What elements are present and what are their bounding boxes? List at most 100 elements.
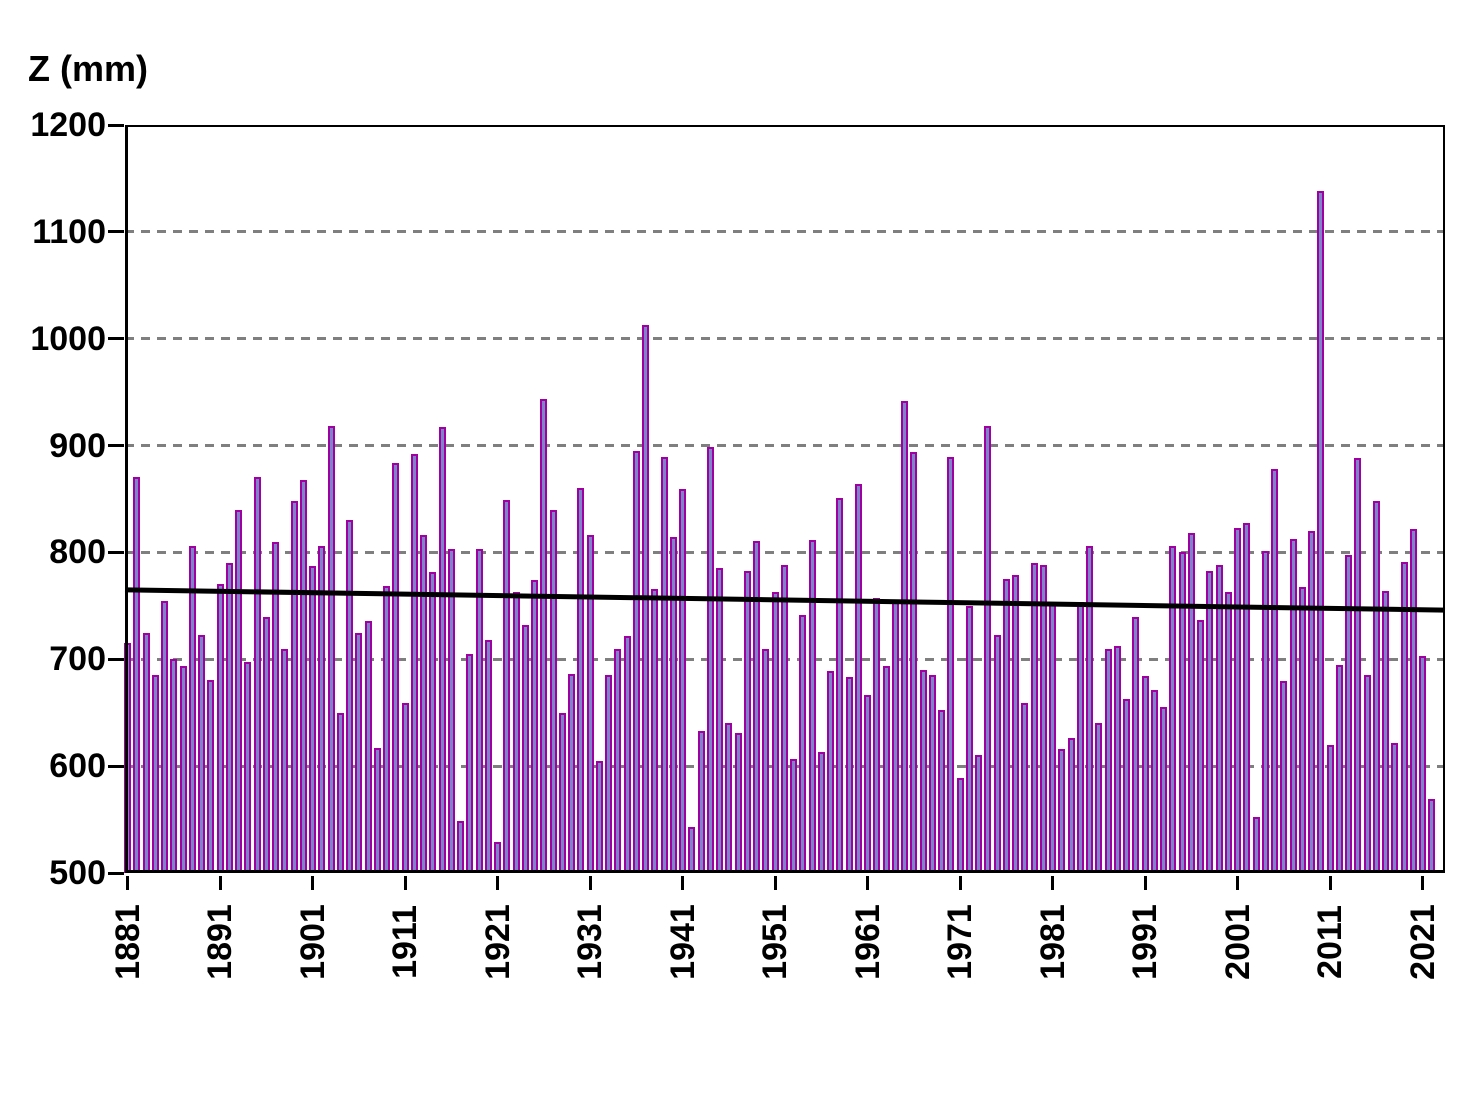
gridline-1000 — [125, 337, 1445, 341]
x-tick-label-1931: 1931 — [571, 904, 609, 980]
trend-line — [124, 587, 1446, 613]
x-tick-label-1981: 1981 — [1033, 904, 1072, 980]
y-tick-label-600: 600 — [49, 747, 106, 786]
bar-1918 — [466, 653, 474, 873]
bar-1902 — [318, 546, 326, 873]
bar-1944 — [706, 446, 714, 873]
bar-1989 — [1123, 698, 1130, 873]
bar-1943 — [697, 730, 705, 873]
bar-2022 — [1428, 799, 1436, 873]
bar-1908 — [373, 747, 381, 873]
x-tick-label-1901: 1901 — [293, 904, 332, 980]
bar-1994 — [1169, 546, 1177, 873]
x-tick-1911 — [403, 876, 407, 890]
y-tick-label-1200: 1200 — [30, 106, 106, 144]
y-tick-800 — [108, 550, 124, 554]
bar-1933 — [605, 675, 612, 873]
bar-1940 — [669, 537, 677, 873]
bar-1894 — [244, 662, 252, 873]
bar-1911 — [401, 703, 409, 873]
x-tick-label-1971: 1971 — [941, 904, 979, 980]
x-tick-label-2021: 2021 — [1403, 904, 1442, 980]
bar-1909 — [383, 585, 390, 873]
bar-1899 — [290, 501, 298, 873]
bar-2007 — [1289, 538, 1297, 873]
bar-1932 — [595, 760, 603, 873]
bar-2017 — [1382, 590, 1389, 873]
y-tick-1000 — [108, 337, 124, 341]
bar-1907 — [364, 620, 372, 873]
bar-1972 — [965, 605, 973, 873]
bar-1927 — [549, 509, 557, 873]
y-tick-600 — [108, 764, 124, 768]
bar-1896 — [262, 616, 270, 873]
bar-1983 — [1067, 738, 1075, 873]
bar-2020 — [1409, 528, 1417, 873]
bar-1898 — [281, 648, 289, 873]
bar-1965 — [901, 400, 908, 873]
x-tick-1961 — [866, 876, 869, 890]
y-tick-label-1000: 1000 — [30, 319, 106, 358]
bar-1895 — [253, 476, 261, 873]
y-tick-500 — [108, 871, 124, 875]
bar-1892 — [225, 563, 233, 873]
bar-2010 — [1317, 191, 1325, 873]
bar-1938 — [651, 588, 659, 873]
bar-1921 — [494, 842, 501, 873]
bar-1982 — [1058, 749, 1066, 873]
bar-1993 — [1160, 707, 1167, 873]
bar-1953 — [790, 758, 797, 873]
bar-2002 — [1243, 522, 1251, 873]
x-tick-label-2011: 2011 — [1311, 905, 1349, 979]
y-tick-label-1100: 1100 — [32, 212, 106, 251]
bar-1947 — [734, 733, 742, 873]
bar-2019 — [1400, 562, 1408, 873]
bar-1939 — [660, 457, 668, 873]
x-tick-1881 — [126, 876, 129, 890]
bar-1882 — [133, 476, 141, 873]
bar-1923 — [512, 591, 520, 873]
bar-1903 — [327, 426, 335, 873]
y-tick-700 — [108, 657, 124, 661]
x-tick-label-1961: 1961 — [848, 904, 887, 980]
x-tick-1901 — [311, 876, 314, 890]
bar-1919 — [475, 549, 483, 873]
bar-1990 — [1132, 616, 1140, 873]
bar-1998 — [1206, 570, 1214, 873]
bar-1934 — [614, 648, 622, 873]
bar-1973 — [975, 755, 982, 873]
bar-1889 — [198, 634, 205, 873]
bar-1925 — [531, 580, 538, 873]
bar-1888 — [188, 546, 196, 873]
bar-2016 — [1372, 501, 1380, 873]
bar-1948 — [743, 570, 751, 873]
bar-1913 — [420, 535, 427, 873]
y-tick-900 — [108, 444, 124, 448]
bar-1936 — [632, 450, 640, 873]
bar-1887 — [179, 665, 187, 873]
bar-1969 — [938, 709, 945, 873]
bar-1897 — [272, 541, 279, 873]
bar-1928 — [558, 712, 566, 873]
bar-1974 — [984, 426, 992, 873]
bar-1997 — [1197, 619, 1204, 873]
bar-1901 — [309, 566, 316, 873]
x-tick-label-1911: 1911 — [386, 905, 424, 979]
bar-2001 — [1234, 527, 1241, 873]
bar-1926 — [540, 398, 548, 873]
bar-1955 — [808, 539, 816, 873]
x-tick-label-1921: 1921 — [478, 904, 517, 980]
bar-1957 — [827, 671, 834, 873]
bar-2000 — [1224, 591, 1232, 873]
bar-1912 — [410, 454, 418, 873]
gridline-800 — [125, 550, 1445, 554]
bar-1916 — [447, 549, 455, 873]
bar-1978 — [1021, 703, 1029, 873]
x-tick-label-1881: 1881 — [108, 904, 147, 980]
bar-1985 — [1086, 546, 1093, 873]
x-tick-1921 — [496, 876, 499, 890]
bar-1946 — [725, 723, 733, 873]
bar-1917 — [457, 820, 464, 873]
bar-2008 — [1298, 586, 1306, 873]
bar-1950 — [762, 648, 770, 873]
